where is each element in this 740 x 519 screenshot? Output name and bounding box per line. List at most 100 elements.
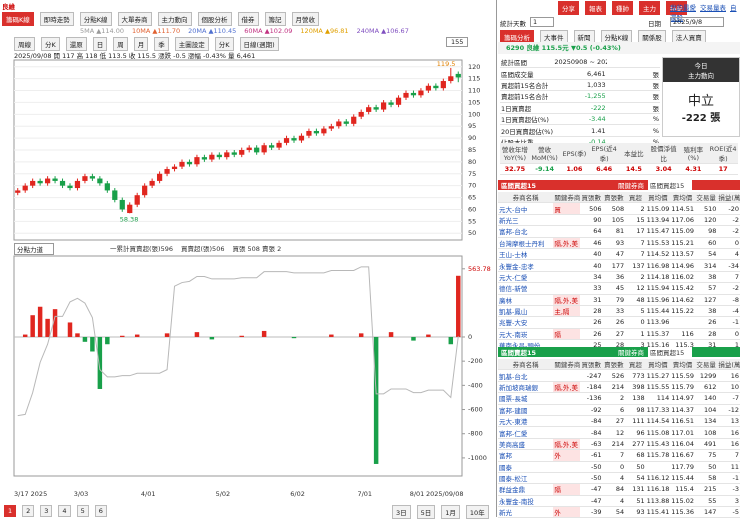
cell: 16 xyxy=(717,426,740,439)
cell: 60 xyxy=(694,237,718,249)
cell: 7 xyxy=(602,449,626,462)
cell: 1299 xyxy=(694,369,718,382)
cell: 買張數 xyxy=(580,192,603,204)
cell: 46 xyxy=(580,237,603,249)
item[interactable]: 分享 xyxy=(558,1,579,15)
candle-body xyxy=(201,157,208,160)
item[interactable]: 即時走勢 xyxy=(39,12,74,26)
cell: -2 xyxy=(717,282,740,295)
cell: 營收MoM(%) xyxy=(529,143,560,164)
cell: 區間成交量 xyxy=(500,67,554,80)
key-select[interactable]: 區間買超15 xyxy=(648,180,693,190)
item[interactable]: 主圖設定 xyxy=(174,37,209,51)
days-select[interactable]: 1 xyxy=(530,17,554,27)
cell xyxy=(553,369,581,382)
x-tick-label: 8/01 xyxy=(410,490,425,498)
ma-item: 60MA ▲102.09 xyxy=(244,27,293,35)
cell xyxy=(553,426,581,439)
item[interactable]: 日線(週期) xyxy=(239,37,279,51)
item[interactable]: 主力 xyxy=(639,1,660,15)
item[interactable]: 主力動向 xyxy=(157,12,192,26)
candle-body xyxy=(127,204,133,214)
item[interactable]: 季 xyxy=(154,37,169,51)
cell: 32.75 xyxy=(500,163,530,176)
item[interactable]: 1 xyxy=(4,505,17,517)
key-select[interactable]: 區間買超15 xyxy=(648,347,693,357)
plot-frame xyxy=(13,255,463,477)
item[interactable]: 4 xyxy=(58,505,71,517)
cell: 98 xyxy=(694,225,718,238)
candle-body xyxy=(283,138,290,143)
date-select[interactable]: 2025/9/8 xyxy=(670,17,724,27)
item[interactable]: 借券 xyxy=(237,12,259,26)
stat-row: 買超前15名合計 1,033 張 xyxy=(500,79,660,92)
y-tick-label: -200 xyxy=(468,357,483,365)
item[interactable]: 個股分析 xyxy=(197,12,232,26)
item[interactable]: 2 xyxy=(22,505,35,517)
item[interactable]: 我的最愛 xyxy=(670,4,696,12)
cell: 12 xyxy=(602,426,626,439)
cell: 64 xyxy=(580,225,603,238)
broker-selector[interactable]: 分點力道 xyxy=(14,243,54,255)
item[interactable]: 籌記 xyxy=(264,12,286,26)
bar xyxy=(30,315,35,337)
item[interactable]: 一累計買賣超(張)596 xyxy=(110,245,173,253)
item[interactable]: 交易量表 xyxy=(700,4,726,12)
item[interactable]: 籌碼K線 xyxy=(2,12,34,26)
cell: 215 xyxy=(694,483,718,496)
cell: 104 xyxy=(694,404,718,416)
cell: 115.27 xyxy=(645,369,671,382)
cell: 股價淨值比 xyxy=(648,143,679,164)
ma-item: 10MA ▲111.70 xyxy=(132,27,181,35)
cell: 108 xyxy=(694,426,718,439)
item[interactable]: 分K xyxy=(214,37,234,51)
item[interactable]: 3 xyxy=(40,505,53,517)
item[interactable]: 大單券商 xyxy=(117,12,152,26)
cell: -61 xyxy=(580,449,603,462)
cell: 買超 xyxy=(625,359,646,371)
broker-row: 群益金鼎隔 -47 84 131 116.18 115.4 215 -3 xyxy=(498,483,740,496)
ma-item: 240MA ▲106.67 xyxy=(356,27,409,35)
cell: 買張數 xyxy=(580,359,603,371)
cell: 114.18 xyxy=(645,271,671,284)
buy-bar: 區間買超15 關鍵券商 區間買超15 xyxy=(498,180,740,190)
cell: 富邦-建國 xyxy=(498,404,554,416)
item[interactable]: 5 xyxy=(76,505,89,517)
cell: 7 xyxy=(717,449,740,462)
candle-body xyxy=(395,97,402,105)
item[interactable]: 分K xyxy=(41,37,60,51)
candle-body xyxy=(358,111,364,117)
candle-body xyxy=(448,76,454,82)
item[interactable]: 還原 xyxy=(65,37,87,51)
item[interactable]: 報表 xyxy=(585,1,606,15)
cell: 75 xyxy=(694,449,718,462)
bar xyxy=(90,336,95,352)
cell: 114 xyxy=(645,392,671,405)
item[interactable]: 買張 508 賣張 2 xyxy=(232,245,282,253)
item[interactable]: 種帥 xyxy=(612,1,633,15)
cell: 本益比 xyxy=(619,143,649,164)
cell: 4 xyxy=(717,248,740,261)
cell: 20250908 ~ 20250908 xyxy=(553,57,607,69)
cell: 114.52 xyxy=(645,248,671,261)
item[interactable]: 月營收 xyxy=(291,12,320,26)
cell: 81 xyxy=(602,225,626,238)
item[interactable]: 日 xyxy=(92,37,108,51)
cell: 114.96 xyxy=(670,259,695,272)
item[interactable]: 買賣超(張)506 xyxy=(180,245,225,253)
cell: -63 xyxy=(580,438,603,451)
item[interactable]: 分點K線 xyxy=(79,12,112,26)
item[interactable]: 持紀 xyxy=(666,1,687,15)
item[interactable]: 周線 xyxy=(14,37,35,51)
y-tick-label: 50 xyxy=(468,229,476,237)
cell: 115.08 xyxy=(645,426,671,439)
cell: 116.04 xyxy=(670,438,695,451)
item[interactable]: 6 xyxy=(94,505,107,517)
item[interactable]: 自選股 xyxy=(670,4,737,22)
cell: 113.96 xyxy=(645,316,671,329)
item[interactable]: 周 xyxy=(113,37,128,51)
item[interactable]: 月 xyxy=(133,37,149,51)
candle-body xyxy=(433,85,439,89)
